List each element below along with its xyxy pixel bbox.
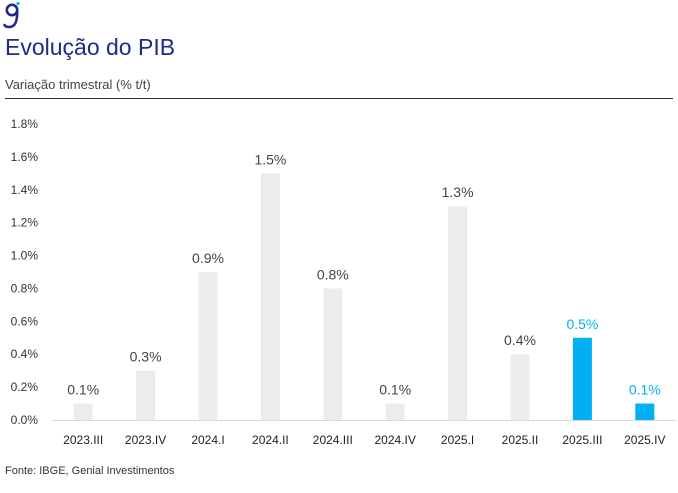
x-tick-label: 2025.I: [441, 433, 474, 447]
source-note: Fonte: IBGE, Genial Investimentos: [5, 465, 175, 477]
bar: [510, 354, 530, 420]
y-tick-label: 1.8%: [11, 117, 39, 131]
x-tick-label: 2025.III: [562, 433, 602, 447]
x-tick-label: 2024.IV: [375, 433, 416, 447]
y-tick-label: 0.6%: [11, 314, 39, 328]
data-label: 0.8%: [317, 266, 349, 282]
bar: [385, 403, 405, 420]
bars-group: [73, 173, 655, 420]
y-axis: 0.0% 0.2% 0.4% 0.6% 0.8% 1.0% 1.2% 1.4% 1.6% 1.8%: [11, 117, 39, 427]
x-tick-label: 2025.IV: [624, 433, 665, 447]
bar: [323, 288, 343, 420]
header-divider: [5, 98, 673, 99]
y-tick-label: 1.4%: [11, 183, 39, 197]
bar: [198, 272, 218, 420]
value-labels-group: 0.1% 0.3% 0.9% 1.5% 0.8% 0.1% 1.3% 0.4% 0.5% 0.1%: [67, 151, 661, 397]
data-label: 0.1%: [379, 382, 411, 398]
data-label: 0.5%: [566, 316, 598, 332]
y-tick-label: 1.6%: [11, 150, 39, 164]
y-tick-label: 0.0%: [11, 413, 39, 427]
y-tick-label: 1.2%: [11, 216, 39, 230]
x-tick-label: 2024.I: [191, 433, 224, 447]
bar: [572, 337, 592, 420]
y-tick-label: 0.8%: [11, 281, 39, 295]
x-axis: 2023.III 2023.IV 2024.I 2024.II 2024.III 2024…: [52, 420, 676, 447]
genial-logo-icon: [3, 0, 23, 35]
x-tick-label: 2023.IV: [125, 433, 166, 447]
data-label: 1.5%: [254, 151, 286, 167]
data-label: 0.3%: [130, 349, 162, 365]
bar: [136, 370, 156, 420]
data-label: 1.3%: [442, 184, 474, 200]
x-tick-label: 2024.II: [252, 433, 289, 447]
chart-subtitle: Variação trimestral (% t/t): [5, 77, 151, 92]
y-tick-label: 0.2%: [11, 380, 39, 394]
x-tick-label: 2023.III: [63, 433, 103, 447]
data-label: 0.9%: [192, 250, 224, 266]
x-tick-label: 2025.II: [502, 433, 539, 447]
bar: [260, 173, 280, 420]
bar: [635, 403, 655, 420]
data-label: 0.4%: [504, 332, 536, 348]
data-label: 0.1%: [67, 382, 99, 398]
y-tick-label: 0.4%: [11, 347, 39, 361]
y-tick-label: 1.0%: [11, 249, 39, 263]
x-tick-label: 2024.III: [313, 433, 353, 447]
bar: [448, 206, 468, 420]
data-label: 0.1%: [629, 382, 661, 398]
bar: [73, 403, 93, 420]
page-title: Evolução do PIB: [5, 34, 176, 60]
